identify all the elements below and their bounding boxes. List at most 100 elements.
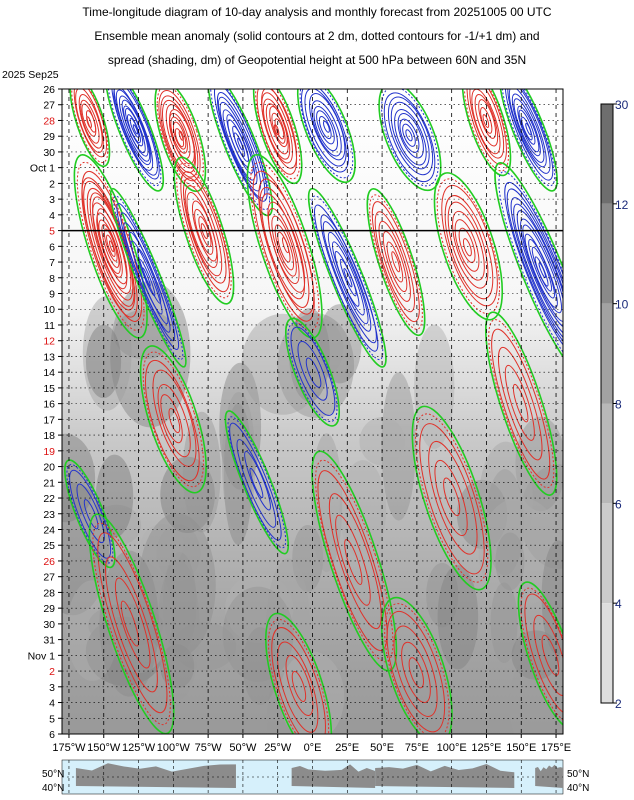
map-grid bbox=[62, 760, 563, 794]
y-tick-label: 2 bbox=[49, 666, 55, 678]
positive-anomaly-contour bbox=[78, 94, 103, 149]
y-tick-label: 27 bbox=[43, 100, 55, 112]
positive-anomaly-contour bbox=[96, 212, 123, 278]
y-tick-label: Oct 1 bbox=[30, 163, 55, 175]
positive-anomaly-contour bbox=[374, 211, 415, 313]
dotted-anomaly-contour bbox=[71, 89, 109, 164]
positive-anomaly-contour bbox=[291, 670, 307, 703]
y-tick-label: 22 bbox=[43, 493, 55, 505]
negative-anomaly-contour bbox=[521, 116, 533, 141]
negative-anomaly-contour bbox=[313, 105, 338, 152]
negative-anomaly-contour bbox=[297, 340, 328, 401]
zero-contour bbox=[494, 162, 563, 378]
negative-anomaly-contour bbox=[332, 241, 365, 316]
dotted-anomaly-contour bbox=[113, 195, 184, 361]
zero-contour bbox=[252, 89, 303, 185]
zero-contour bbox=[224, 410, 290, 555]
y-tick-label: 5 bbox=[49, 226, 55, 238]
positive-anomaly-contour bbox=[447, 201, 489, 289]
positive-anomaly-contour bbox=[469, 89, 505, 159]
y-tick-label: 11 bbox=[44, 320, 55, 332]
y-tick-label: 8 bbox=[49, 273, 55, 285]
spread-patch bbox=[225, 573, 294, 644]
positive-anomaly-contour bbox=[504, 364, 535, 441]
y-tick-label: 6 bbox=[49, 241, 55, 253]
location-map: 50°N 40°N 50°N 40°N bbox=[42, 759, 589, 795]
positive-anomaly-contour bbox=[512, 383, 529, 423]
colorbar-label: 4 bbox=[615, 597, 622, 611]
negative-anomaly-contour bbox=[518, 109, 536, 145]
spread-patch bbox=[437, 564, 479, 670]
positive-anomaly-contour bbox=[285, 654, 314, 717]
spread-patch bbox=[138, 513, 216, 658]
zero-contour bbox=[109, 187, 187, 368]
negative-anomaly-contour bbox=[390, 101, 430, 170]
negative-anomaly-contour bbox=[222, 109, 256, 181]
positive-anomaly-contour bbox=[81, 177, 138, 318]
zero-contour bbox=[173, 156, 235, 305]
zero-contour bbox=[311, 450, 398, 672]
spread-patch bbox=[509, 643, 563, 734]
x-tick-label: 25°E bbox=[335, 742, 359, 754]
y-tick-label: 28 bbox=[43, 115, 55, 127]
positive-anomaly-contour bbox=[105, 556, 158, 693]
positive-anomaly-contour bbox=[401, 641, 431, 704]
y-tick-label: 3 bbox=[49, 194, 55, 206]
negative-anomaly-contour bbox=[323, 120, 330, 133]
y-tick-label: 21 bbox=[43, 477, 55, 489]
positive-anomaly-contour bbox=[474, 93, 499, 147]
negative-anomaly-contour bbox=[219, 101, 258, 185]
positive-anomaly-contour bbox=[491, 328, 551, 480]
positive-anomaly-contour bbox=[274, 224, 295, 271]
positive-anomaly-contour bbox=[168, 408, 181, 434]
negative-anomaly-contour bbox=[322, 221, 372, 332]
dotted-anomaly-contour bbox=[384, 603, 450, 734]
negative-anomaly-contour bbox=[83, 499, 99, 530]
positive-anomaly-contour bbox=[271, 627, 326, 734]
positive-anomaly-contour bbox=[108, 240, 115, 253]
dotted-anomaly-contour bbox=[156, 89, 204, 188]
negative-anomaly-contour bbox=[394, 109, 427, 166]
positive-anomaly-contour bbox=[265, 103, 289, 155]
spread-patch bbox=[160, 644, 195, 689]
negative-anomaly-contour bbox=[116, 202, 180, 350]
negative-anomaly-contour bbox=[311, 100, 342, 157]
spread-patch bbox=[219, 362, 262, 490]
y-tick-label: 16 bbox=[43, 399, 55, 411]
year-label: 2025 Sep25 bbox=[2, 69, 59, 81]
y-tick-label: 4 bbox=[49, 210, 55, 222]
colorbar-label: 30 bbox=[615, 98, 629, 112]
spread-patch bbox=[515, 416, 563, 512]
positive-anomaly-contour bbox=[428, 440, 478, 555]
positive-anomaly-contour bbox=[184, 185, 223, 277]
positive-anomaly-contour bbox=[482, 114, 490, 128]
spread-patch bbox=[478, 497, 563, 608]
y-tick-label: 31 bbox=[43, 635, 55, 647]
zero-contour bbox=[69, 89, 111, 168]
x-tick-label: 0°E bbox=[304, 742, 322, 754]
positive-anomaly-contour bbox=[120, 600, 140, 647]
y-tick-label: 6 bbox=[49, 729, 55, 741]
y-tick-label: 30 bbox=[43, 619, 55, 631]
colorbar-label: 2 bbox=[615, 697, 622, 711]
dotted-anomaly-contour bbox=[210, 89, 271, 211]
positive-anomaly-contour bbox=[382, 231, 408, 293]
dotted-anomaly-contour bbox=[299, 89, 354, 179]
y-tick-label: 10 bbox=[43, 304, 55, 316]
positive-anomaly-contour bbox=[408, 657, 424, 689]
x-tick-label: 125°E bbox=[471, 742, 501, 754]
colorbar-label: 8 bbox=[615, 398, 622, 412]
zero-contour bbox=[380, 596, 453, 734]
map-label-right-50n: 50°N bbox=[567, 769, 589, 780]
positive-anomaly-contour bbox=[144, 359, 200, 482]
negative-anomaly-contour bbox=[511, 93, 545, 163]
spread-patch bbox=[478, 441, 533, 559]
positive-anomaly-contour bbox=[180, 171, 230, 293]
spread-patch bbox=[520, 464, 563, 569]
spread-patch bbox=[242, 627, 278, 706]
y-tick-label: 20 bbox=[43, 462, 55, 474]
zero-contour bbox=[433, 172, 504, 321]
positive-anomaly-contour bbox=[419, 423, 485, 575]
